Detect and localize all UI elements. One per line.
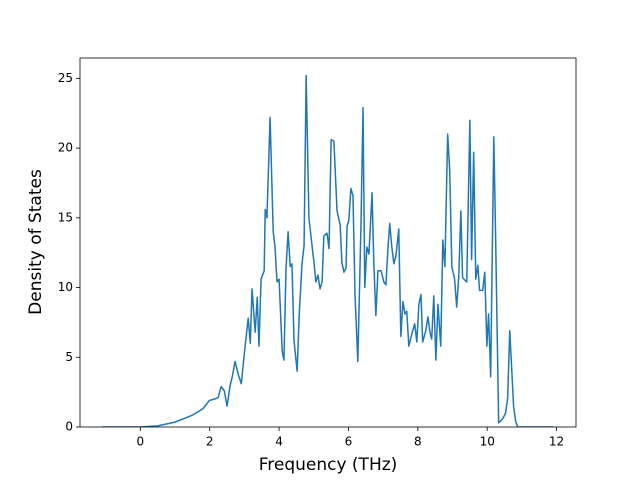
y-axis-label: Density of States — [26, 169, 46, 315]
line-series — [102, 74, 554, 427]
x-tick-label: 2 — [206, 435, 214, 449]
x-tick-label: 0 — [137, 435, 145, 449]
x-tick-label: 8 — [414, 435, 422, 449]
y-tick-label: 20 — [58, 141, 73, 155]
y-tick-label: 25 — [58, 71, 73, 85]
x-tick-label: 10 — [480, 435, 495, 449]
y-tick-label: 0 — [65, 420, 73, 434]
y-tick-label: 10 — [58, 280, 73, 294]
x-tick-label: 4 — [275, 435, 283, 449]
x-tick-label: 12 — [549, 435, 564, 449]
x-axis-label: Frequency (THz) — [259, 455, 398, 475]
y-tick-label: 5 — [65, 350, 73, 364]
x-tick-label: 6 — [345, 435, 353, 449]
y-tick-label: 15 — [58, 210, 73, 224]
plot-frame — [79, 57, 577, 428]
